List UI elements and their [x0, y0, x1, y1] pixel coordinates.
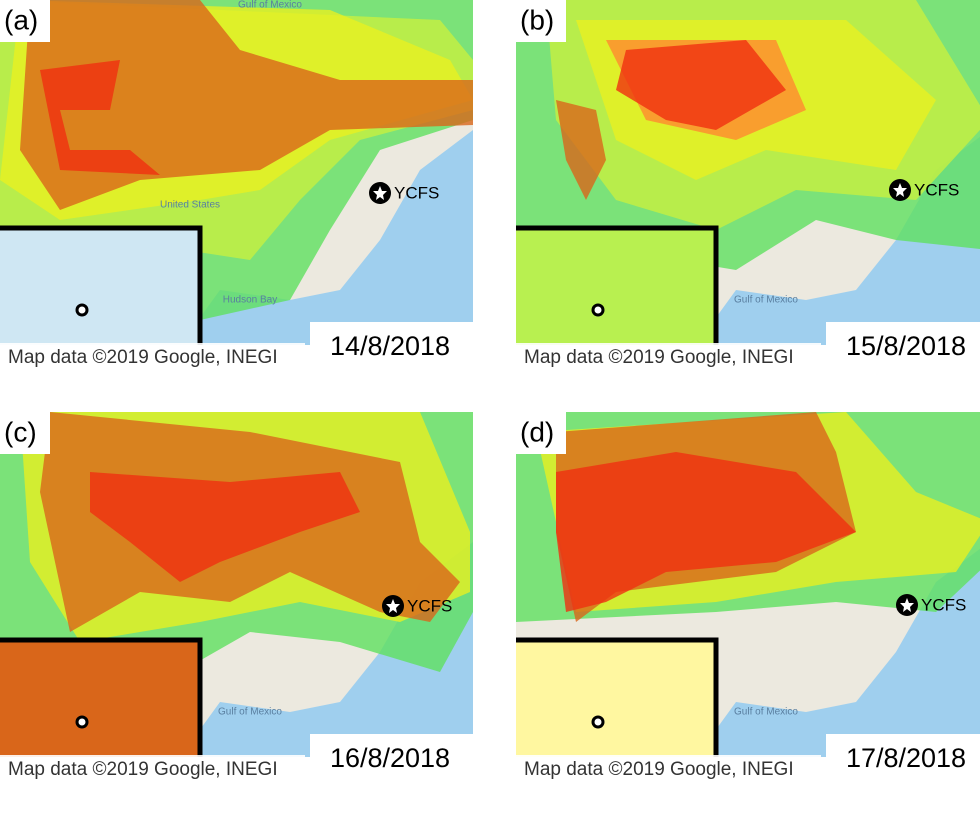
panel-label: (b)	[520, 4, 554, 35]
station-star	[386, 599, 400, 613]
date-box	[826, 322, 980, 372]
map: Gulf of Mexico	[0, 412, 473, 757]
map-panel: Hudson Bay Gulf of Mexico United States YCF…	[0, 0, 473, 372]
date: 14/8/2018	[330, 331, 450, 361]
attribution: Map data ©2019 Google, INEGI	[8, 759, 278, 780]
inset-map	[516, 225, 719, 345]
date-box	[310, 322, 473, 372]
label-box	[0, 412, 50, 454]
panel-label: (d)	[520, 416, 554, 447]
map-panel: Gulf of Mexico YCFS (b) Map data ©2019 Goog…	[516, 0, 980, 372]
place-label: Gulf of Mexico	[734, 707, 798, 718]
place-label: United States	[160, 200, 220, 211]
date-box	[826, 734, 980, 784]
map-panel: Gulf of Mexico YCFS (c) Map data ©2019 Goog…	[0, 412, 473, 784]
date: 17/8/2018	[846, 743, 966, 773]
station-star	[900, 598, 914, 612]
inset-marker	[75, 715, 89, 729]
inset-marker	[75, 303, 89, 317]
date: 16/8/2018	[330, 743, 450, 773]
station-star	[373, 186, 387, 200]
station-label: YCFS	[921, 595, 966, 614]
inset-marker	[591, 303, 605, 317]
smoke-plume	[40, 60, 160, 175]
attribution-box	[0, 343, 305, 372]
map: Hudson Bay Gulf of Mexico United States	[0, 0, 473, 345]
attribution: Map data ©2019 Google, INEGI	[8, 347, 278, 368]
label-box	[0, 0, 50, 42]
place-label: Gulf of Mexico	[238, 0, 302, 11]
map: Gulf of Mexico	[516, 0, 980, 345]
map: Gulf of Mexico	[516, 412, 980, 757]
panel-label: (c)	[4, 416, 37, 447]
inset-map	[516, 637, 719, 757]
map-panel: Gulf of Mexico YCFS (d) Map data ©2019 Goog…	[516, 412, 980, 784]
station-label: YCFS	[394, 183, 439, 202]
attribution: Map data ©2019 Google, INEGI	[524, 347, 794, 368]
attribution-box	[0, 755, 305, 784]
attribution: Map data ©2019 Google, INEGI	[524, 759, 794, 780]
smoke-plume	[556, 100, 606, 200]
station-label: YCFS	[407, 596, 452, 615]
station-star	[893, 183, 907, 197]
smoke-plume	[616, 40, 786, 130]
label-box	[516, 412, 566, 454]
place-label: Gulf of Mexico	[218, 707, 282, 718]
smoke-plume	[556, 452, 856, 612]
place-label: Hudson Bay	[223, 295, 277, 306]
inset-marker	[591, 715, 605, 729]
attribution-box	[516, 343, 821, 372]
inset-map	[0, 637, 203, 757]
date-box	[310, 734, 473, 784]
attribution-box	[516, 755, 821, 784]
label-box	[516, 0, 566, 42]
inset-map	[0, 225, 203, 345]
station-label: YCFS	[914, 180, 959, 199]
place-label: Gulf of Mexico	[734, 295, 798, 306]
smoke-plume	[90, 472, 360, 582]
date: 15/8/2018	[846, 331, 966, 361]
panel-label: (a)	[4, 4, 38, 35]
